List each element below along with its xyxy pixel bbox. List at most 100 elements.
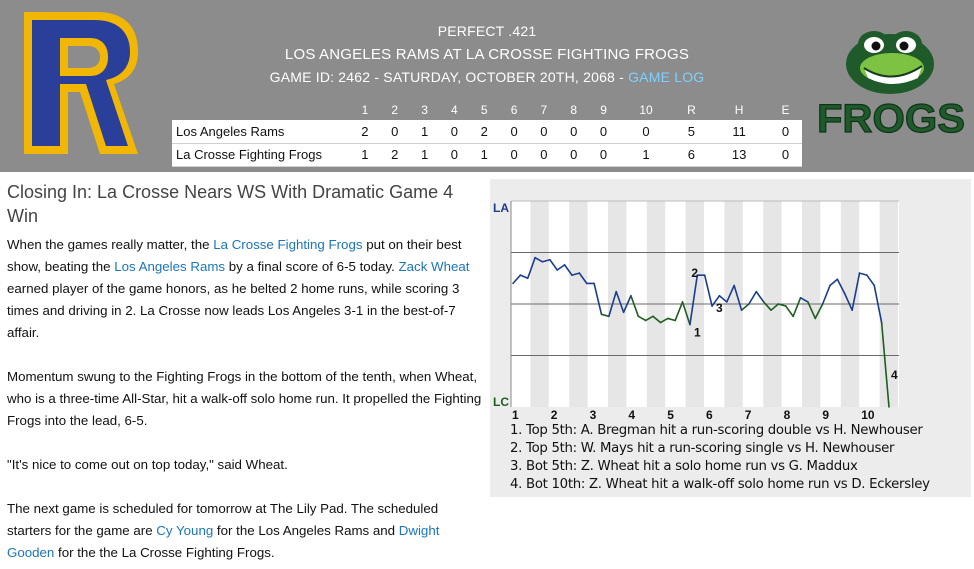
- win-probability-segment: [843, 292, 853, 311]
- score-cell: 1: [469, 143, 500, 167]
- text-run: put on their best show, beating the: [7, 237, 462, 274]
- win-probability-segment: [873, 284, 883, 324]
- win-probability-segment: [652, 315, 662, 324]
- inning-label: 5: [667, 408, 674, 419]
- game-log-link[interactable]: GAME LOG: [628, 69, 705, 85]
- col-runs: R: [673, 99, 710, 120]
- key-play-marker: 4: [891, 368, 898, 382]
- win-probability-segment: [829, 278, 839, 287]
- win-probability-segment: [630, 294, 640, 318]
- player-link-zack-wheat[interactable]: Zack Wheat: [398, 259, 470, 274]
- frogs-logo-text: FROGS: [817, 97, 965, 140]
- team-link-rams[interactable]: Los Angeles Rams: [114, 259, 226, 274]
- key-play-3: 3. Bot 5th: Z. Wheat hit a solo home run…: [510, 459, 858, 474]
- rams-logo: [24, 12, 138, 154]
- win-probability-segment: [681, 301, 691, 326]
- line-score-header: 1 2 3 4 5 6 7 8 9 10 R H E: [172, 99, 802, 120]
- win-probability-segment: [571, 272, 581, 276]
- inning-label: 2: [551, 408, 558, 419]
- text-run: The next game is scheduled for tomorrow …: [7, 501, 439, 538]
- article-paragraph-1: When the games really matter, the La Cro…: [7, 234, 483, 344]
- player-link-dwight-gooden[interactable]: Dwight Gooden: [7, 523, 440, 560]
- article-paragraph-3: "It's nice to come out on top today," sa…: [7, 457, 288, 472]
- inning-label: 10: [861, 408, 875, 419]
- win-probability-segment: [762, 301, 772, 311]
- win-probability-segment: [799, 297, 809, 303]
- col-inning-8: 8: [558, 99, 589, 120]
- text-run: When the games really matter, the: [7, 237, 214, 252]
- article-headline: Closing In: La Crosse Nears WS With Dram…: [7, 182, 454, 226]
- frogs-logo: FROGS: [816, 31, 966, 140]
- text-run: for the Los Angeles Rams and: [213, 523, 399, 538]
- win-probability-segment: [718, 294, 728, 303]
- article-paragraph-4: The next game is scheduled for tomorrow …: [7, 498, 483, 564]
- win-probability-panel: LA LC 1 2 3 4 5 6 7 8 9 10 1 2 3 4 1. Top 5th: A. Bregm…: [490, 179, 971, 497]
- score-cell: 0: [439, 143, 470, 167]
- inning-label: 3: [590, 408, 597, 419]
- win-probability-segment: [674, 301, 684, 322]
- win-probability-segment: [534, 256, 544, 263]
- key-play-1: 1. Top 5th: A. Bregman hit a run-scoring…: [510, 423, 923, 438]
- title-matchup: LOS ANGELES RAMS AT LA CROSSE FIGHTING F…: [284, 46, 690, 63]
- text-run: for the the La Crosse Fighting Frogs.: [54, 545, 275, 560]
- col-inning-9: 9: [588, 99, 619, 120]
- win-probability-segment: [600, 313, 610, 318]
- key-plays-legend: 1. Top 5th: A. Bregman hit a run-scoring…: [510, 422, 960, 494]
- team-name: Los Angeles Rams: [172, 120, 350, 144]
- score-cell: 0: [439, 120, 470, 144]
- score-cell: 0: [528, 143, 559, 167]
- win-probability-segment: [784, 305, 794, 318]
- win-probability-segment: [836, 278, 846, 295]
- errors-cell: 0: [768, 143, 802, 167]
- game-header: PERFECT .421 LOS ANGELES RAMS AT LA CROS…: [0, 0, 974, 172]
- score-cell: 0: [528, 120, 559, 144]
- win-probability-segment: [519, 274, 529, 280]
- inning-label: 1: [512, 408, 519, 419]
- win-probability-segment: [703, 274, 713, 307]
- win-probability-segment: [608, 290, 618, 318]
- win-probability-segment: [593, 282, 603, 316]
- score-cell: 2: [379, 143, 410, 167]
- text-run: earned player of the game honors, as he …: [7, 281, 460, 340]
- y-label-top: LA: [493, 201, 509, 215]
- win-probability-segment: [866, 274, 876, 287]
- inning-label: 8: [784, 408, 791, 419]
- win-probability-segment: [814, 303, 824, 320]
- score-cell: 1: [409, 120, 440, 144]
- recap-article: Closing In: La Crosse Nears WS With Dram…: [7, 180, 483, 564]
- runs-cell: 5: [673, 120, 710, 144]
- win-probability-segment: [615, 290, 625, 314]
- y-label-bottom: LC: [493, 395, 509, 409]
- line-score-row-away: Los Angeles Rams 2 0 1 0 2 0 0 0 0 0 5 1…: [172, 120, 802, 144]
- score-cell: 2: [469, 120, 500, 144]
- win-probability-segment: [748, 290, 758, 305]
- inning-label: 4: [628, 408, 635, 419]
- col-hits: H: [709, 99, 769, 120]
- game-id-date: GAME ID: 2462 - SATURDAY, OCTOBER 20TH, …: [269, 69, 629, 85]
- col-errors: E: [768, 99, 802, 120]
- score-cell: 0: [618, 120, 674, 144]
- win-probability-segment: [740, 303, 750, 311]
- win-probability-segment: [563, 264, 573, 276]
- col-inning-6: 6: [499, 99, 529, 120]
- team-link-frogs[interactable]: La Crosse Fighting Frogs: [213, 237, 363, 252]
- key-play-marker: 1: [694, 326, 701, 340]
- win-probability-segment: [858, 272, 868, 276]
- score-cell: 0: [558, 120, 589, 144]
- score-cell: 0: [499, 120, 529, 144]
- win-probability-segment: [526, 256, 536, 280]
- win-probability-segment: [851, 272, 861, 311]
- win-probability-segment: [637, 315, 647, 322]
- col-inning-10: 10: [618, 99, 674, 120]
- score-cell: 1: [618, 143, 674, 167]
- col-inning-4: 4: [439, 99, 470, 120]
- article-paragraph-2: Momentum swung to the Fighting Frogs in …: [7, 369, 482, 428]
- col-inning-1: 1: [350, 99, 380, 120]
- score-cell: 0: [558, 143, 589, 167]
- team-name: La Crosse Fighting Frogs: [172, 143, 350, 167]
- text-run: by a final score of 6-5 today.: [225, 259, 399, 274]
- title-game-info: GAME ID: 2462 - SATURDAY, OCTOBER 20TH, …: [172, 66, 802, 89]
- player-link-cy-young[interactable]: Cy Young: [156, 523, 214, 538]
- score-cell: 0: [379, 120, 410, 144]
- win-probability-segment: [726, 284, 735, 303]
